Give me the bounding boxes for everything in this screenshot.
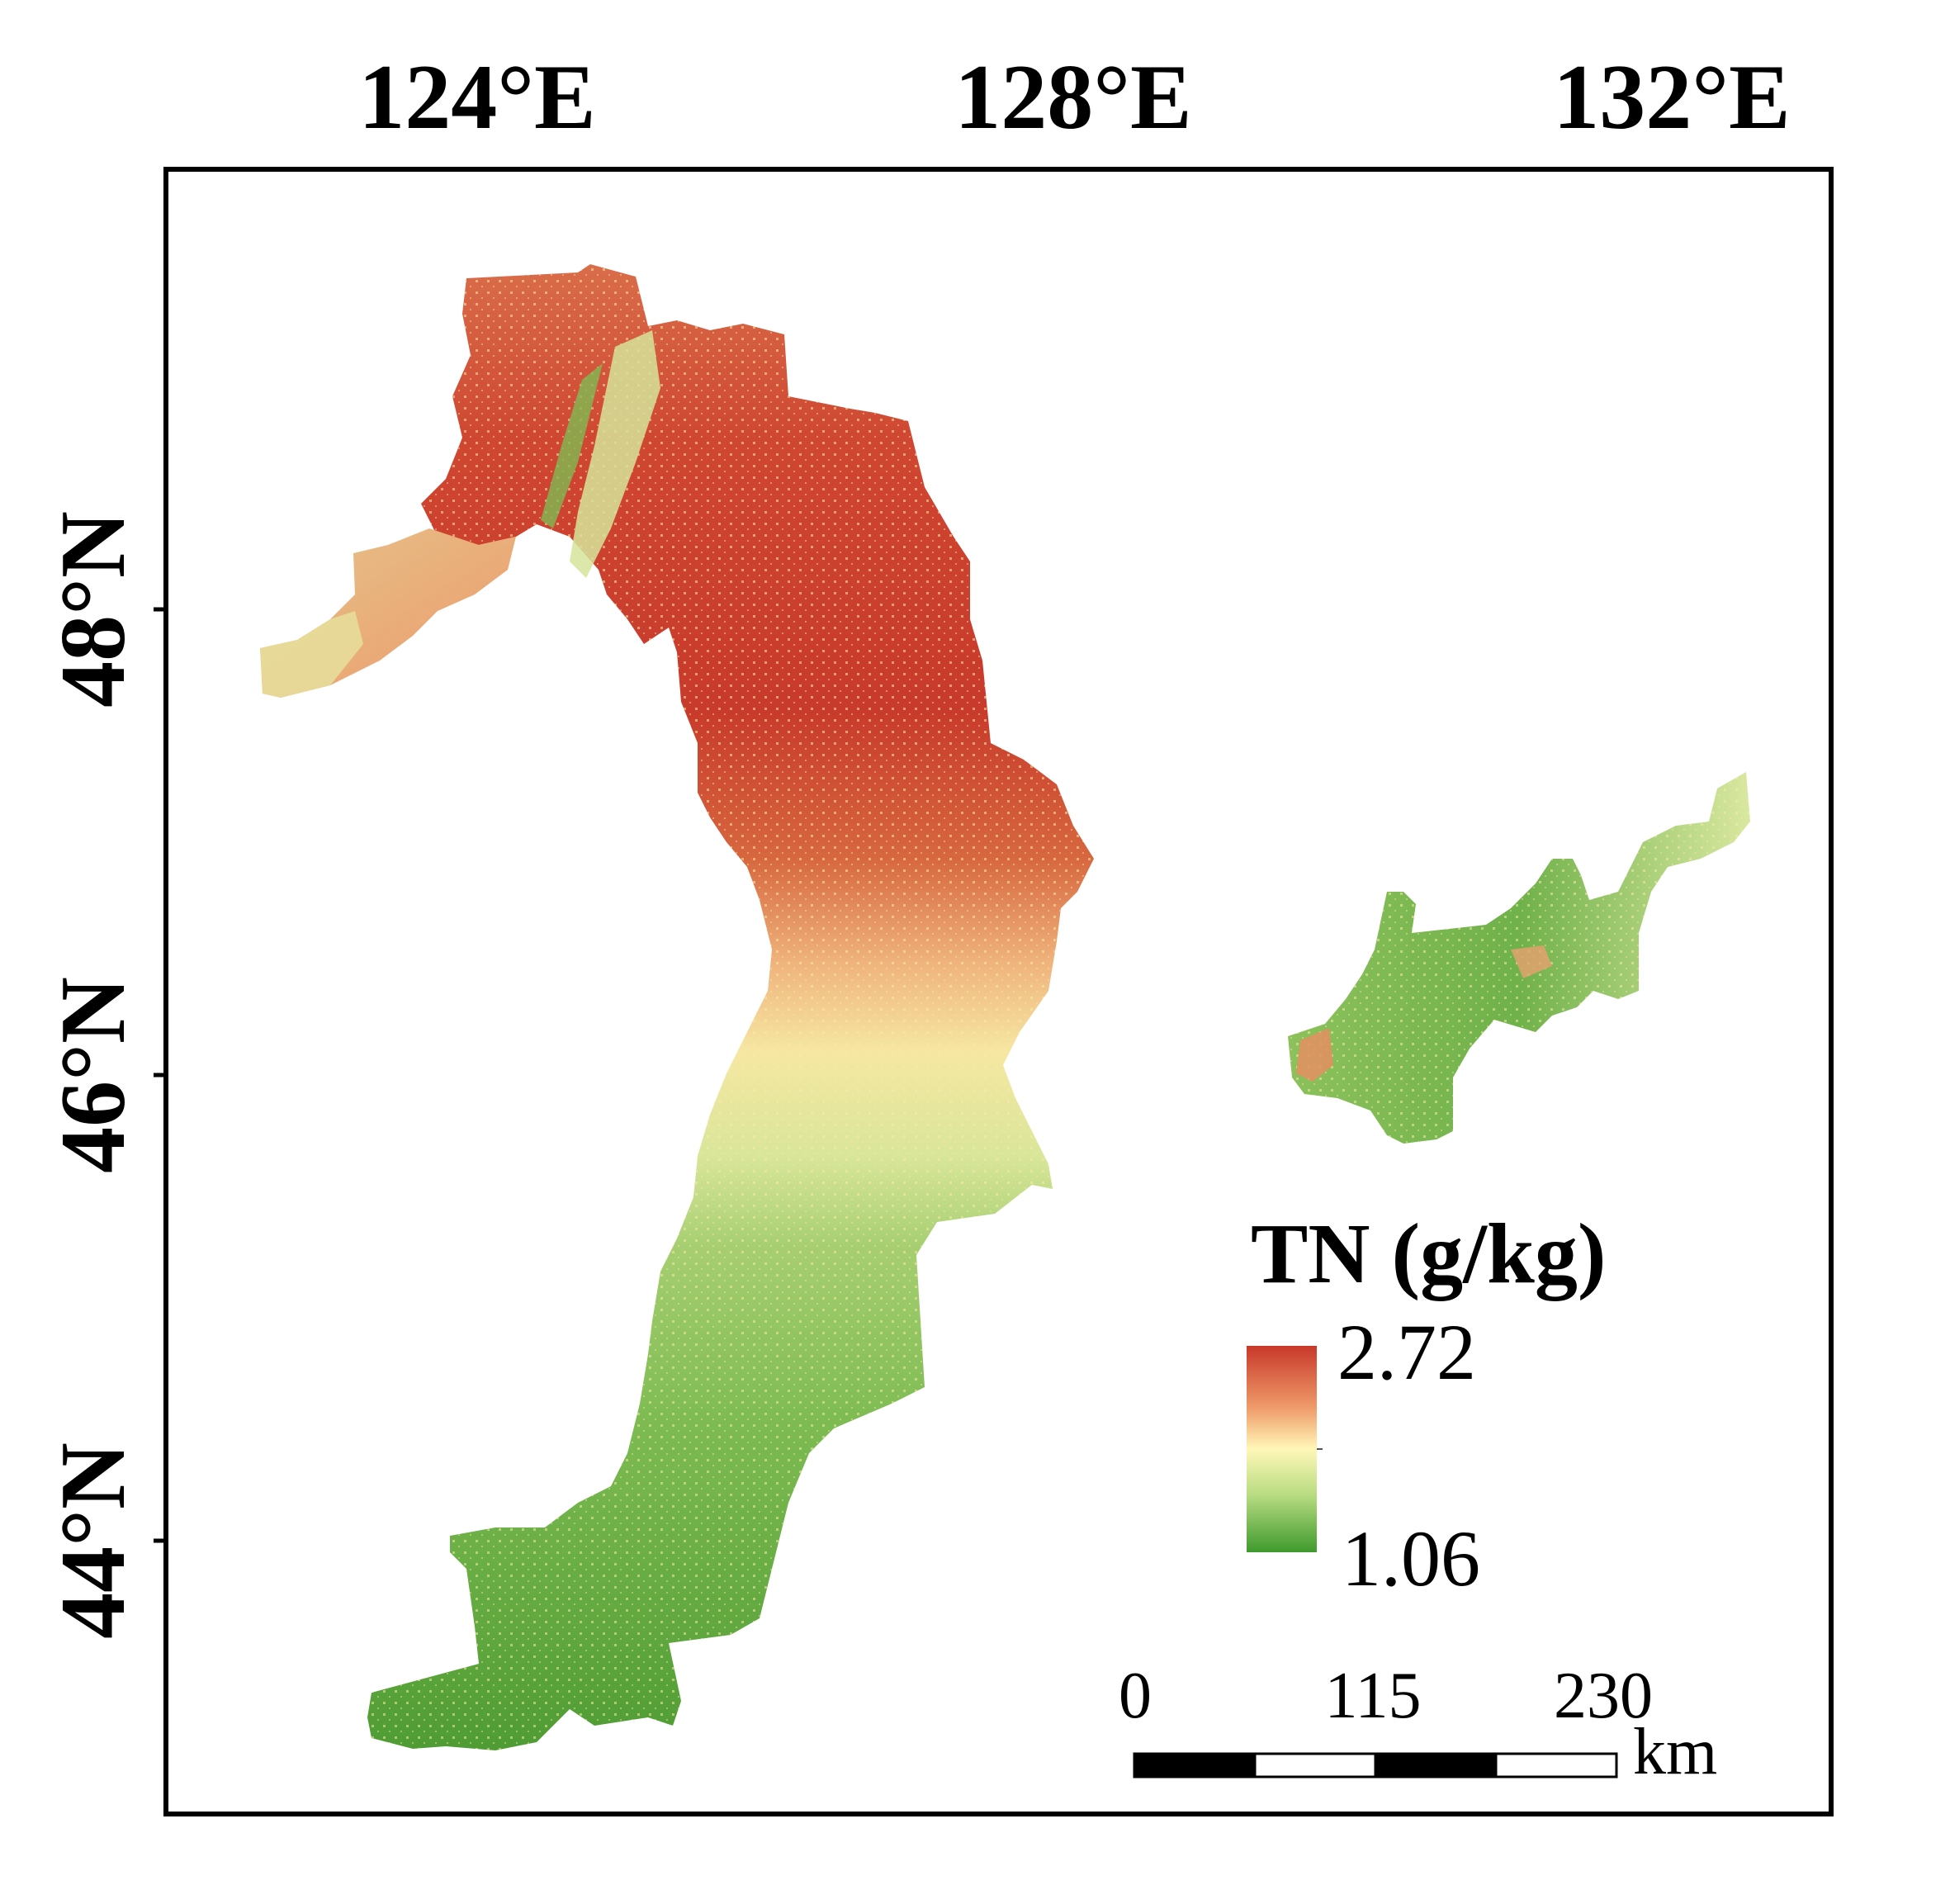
scale-segment-1 xyxy=(1133,1752,1257,1778)
scale-label-115: 115 xyxy=(1324,1660,1421,1732)
legend: TN (g/kg) 2.72 1.06 xyxy=(1247,1206,1606,1603)
longitude-tick-label: 132°E xyxy=(1553,46,1791,149)
longitude-tick-label: 128°E xyxy=(954,46,1192,149)
scale-segment-3 xyxy=(1374,1752,1498,1778)
eastern-region xyxy=(1288,772,1750,1144)
latitude-tick-label: 46°N xyxy=(42,977,144,1173)
latitude-labels: 48°N 46°N 44°N xyxy=(42,511,144,1639)
scale-label-0: 0 xyxy=(1119,1660,1152,1732)
scale-label-230: 230 xyxy=(1554,1660,1653,1732)
scale-bar: 0 115 230 km xyxy=(1119,1660,1717,1788)
latitude-tick-label: 44°N xyxy=(42,1442,144,1639)
scale-unit: km xyxy=(1633,1716,1717,1788)
northwest-arm xyxy=(260,528,516,698)
scale-segment-2 xyxy=(1253,1752,1377,1778)
longitude-labels: 124°E 128°E 132°E xyxy=(358,46,1791,149)
main-region xyxy=(367,264,1094,1750)
legend-max-label: 2.72 xyxy=(1337,1308,1476,1396)
scale-segment-4 xyxy=(1494,1752,1618,1778)
legend-title: TN (g/kg) xyxy=(1251,1206,1606,1301)
latitude-tick-marks xyxy=(154,607,166,1543)
legend-colorbar xyxy=(1247,1346,1317,1552)
legend-min-label: 1.06 xyxy=(1342,1514,1480,1603)
longitude-tick-label: 124°E xyxy=(358,46,596,149)
latitude-tick-label: 48°N xyxy=(42,511,144,708)
